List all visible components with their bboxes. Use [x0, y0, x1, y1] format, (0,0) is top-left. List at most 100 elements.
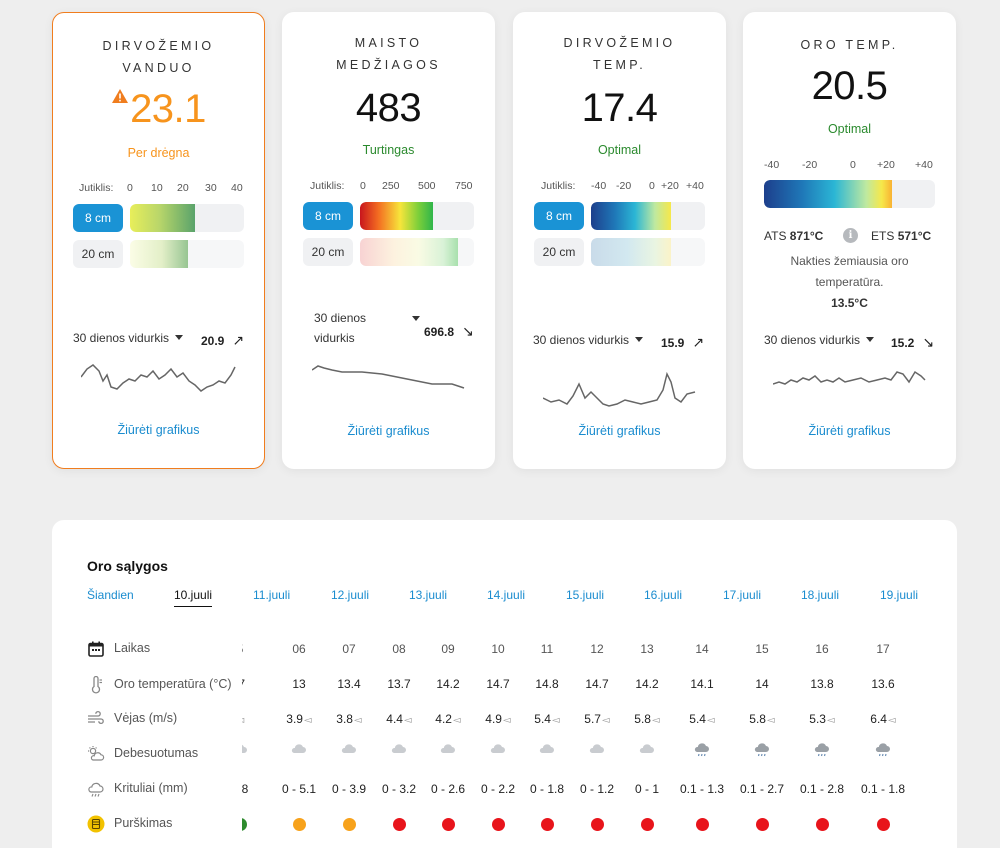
temp-cell: 14.8 [535, 677, 559, 691]
wind-value: 5.8 [634, 712, 651, 726]
wind-direction-icon: ◅ [303, 715, 312, 726]
card-soil-temp[interactable]: DIRVOŽEMIO TEMP. 17.4 Optimal Jutiklis: … [513, 12, 726, 469]
wind-value: 5.8 [749, 712, 766, 726]
rain-cloud-icon [88, 782, 104, 797]
scale-label: Jutiklis: [310, 180, 345, 192]
bar-8cm [130, 204, 244, 232]
day-tab[interactable]: 11.juuli [253, 588, 291, 602]
hour-cell: 13 [640, 642, 654, 656]
row-label-rain: Krituliai (mm) [87, 778, 188, 798]
day-tab-today[interactable]: Šiandien [87, 588, 134, 602]
avg-value-text: 20.9 [201, 334, 225, 348]
wind-value: 3.8 [336, 712, 353, 726]
bar-20cm [591, 238, 705, 266]
card-value: 23.1 [53, 87, 264, 132]
hour-cell: 11 [540, 642, 554, 656]
caret-down-icon [866, 337, 875, 342]
avg-dropdown[interactable]: 30 dienos vidurkis [73, 326, 184, 350]
caret-down-icon [412, 316, 420, 321]
wind-direction-icon: ◅ [403, 715, 412, 726]
day-tab[interactable]: 15.juuli [566, 588, 605, 602]
depth-8cm-button[interactable]: 8 cm [534, 202, 584, 230]
rain-cell: 0 - 5.1 [281, 782, 317, 796]
wind-value: 3.9 [286, 712, 303, 726]
sensor-scale: Jutiklis: -40 -20 0 +20 +40 [541, 180, 721, 194]
card-value: 20.5 [811, 64, 888, 108]
spray-status-dot [541, 818, 554, 831]
cloud-icon [242, 742, 268, 761]
avg-value-text: 15.9 [661, 336, 685, 350]
view-charts-link[interactable]: Žiūrėti grafikus [578, 424, 661, 438]
ets-value: 571°C [897, 229, 932, 243]
cloud-icon [569, 742, 625, 761]
temp-cell: 13.6 [871, 677, 895, 691]
warning-triangle-icon [112, 89, 129, 103]
card-nutrients[interactable]: MAISTO MEDŽIAGOS 483 Turtingas Jutiklis:… [282, 12, 495, 469]
bar-20cm-fill [360, 238, 459, 266]
spray-status-dot [242, 818, 247, 831]
rain-cell: 0.1 - 2.7 [739, 782, 785, 796]
cloud-icon [519, 742, 575, 761]
depth-20cm-button[interactable]: 20 cm [534, 238, 584, 266]
spray-status-dot [816, 818, 829, 831]
hour-cell: 10 [491, 642, 505, 656]
info-icon[interactable]: i [843, 228, 858, 243]
spray-status-dot [641, 818, 654, 831]
sparkline [543, 371, 696, 407]
row-label-text: Oro temperatūra (°C) [114, 677, 232, 691]
depth-20cm-button[interactable]: 20 cm [303, 238, 353, 266]
hour-cell: 08 [392, 642, 406, 656]
day-tab[interactable]: 17.juuli [723, 588, 762, 602]
cloud-icon [371, 742, 427, 761]
card-value: 483 [355, 86, 422, 130]
depth-8cm-button[interactable]: 8 cm [303, 202, 353, 230]
thermometer-icon [91, 675, 102, 694]
ets-label: ETS [871, 229, 895, 243]
day-tab[interactable]: 12.juuli [331, 588, 370, 602]
wind-cell: 4.2◅ [420, 710, 476, 730]
card-air-temp[interactable]: ORO TEMP. 20.5 Optimal -40 -20 0 +20 +40… [743, 12, 956, 469]
day-tab[interactable]: 14.juuli [487, 588, 526, 602]
card-soil-water[interactable]: DIRVOŽEMIO VANDUO 23.1 Per drėgna Jutikl… [52, 12, 265, 469]
row-label-text: Purškimas [114, 816, 173, 830]
temp-scale: -40 -20 0 +20 +40 [764, 159, 944, 173]
view-charts-link[interactable]: Žiūrėti grafikus [347, 424, 430, 438]
depth-20cm-button[interactable]: 20 cm [73, 240, 123, 268]
wind-value: 5.4 [689, 712, 706, 726]
hour-cell: 16 [815, 642, 829, 656]
scale-tick: 40 [231, 182, 243, 194]
view-charts-link[interactable]: Žiūrėti grafikus [808, 424, 891, 438]
day-tab[interactable]: 19.juuli [880, 588, 919, 602]
wind-direction-icon: ◅ [651, 715, 660, 726]
ats-value: 871°C [789, 229, 824, 243]
avg-label: 30 dienos vidurkis [764, 333, 861, 347]
depth-8cm-button[interactable]: 8 cm [73, 204, 123, 232]
scale-tick: 0 [127, 182, 133, 194]
day-tab[interactable]: 18.juuli [801, 588, 840, 602]
rain-cloud-icon [734, 742, 790, 763]
day-tab[interactable]: 16.juuli [644, 588, 683, 602]
bar-8cm [591, 202, 705, 230]
view-charts-link[interactable]: Žiūrėti grafikus [117, 423, 200, 437]
ets-readout: ETS 571°C [871, 229, 931, 243]
row-label-text: Vėjas (m/s) [114, 711, 178, 725]
day-tab-active[interactable]: 10.juuli [174, 588, 213, 607]
spray-status-dot [591, 818, 604, 831]
night-min-temp: Nakties žemiausia oro temperatūra. 13.5°… [743, 251, 956, 314]
scale-tick: 0 [360, 180, 366, 192]
day-tab[interactable]: 13.juuli [409, 588, 448, 602]
temp-cell: 14.2 [635, 677, 659, 691]
spray-status-dot [756, 818, 769, 831]
rain-cloud-icon [855, 742, 911, 763]
avg-value-text: 15.2 [891, 336, 915, 350]
avg-dropdown[interactable]: 30 dienos vidurkis [764, 328, 875, 352]
card-status: Turtingas [362, 143, 415, 157]
avg-dropdown[interactable]: 30 dienos vidurkis [314, 308, 424, 350]
hour-cell: 14 [695, 642, 709, 656]
rain-cell: 0.1 - 1.3 [679, 782, 725, 796]
hour-cell: 15 [755, 642, 769, 656]
avg-dropdown[interactable]: 30 dienos vidurkis [533, 328, 644, 352]
wind-cell: 6.4◅ [855, 710, 911, 730]
rain-cell: 0 - 1.8 [529, 782, 565, 796]
